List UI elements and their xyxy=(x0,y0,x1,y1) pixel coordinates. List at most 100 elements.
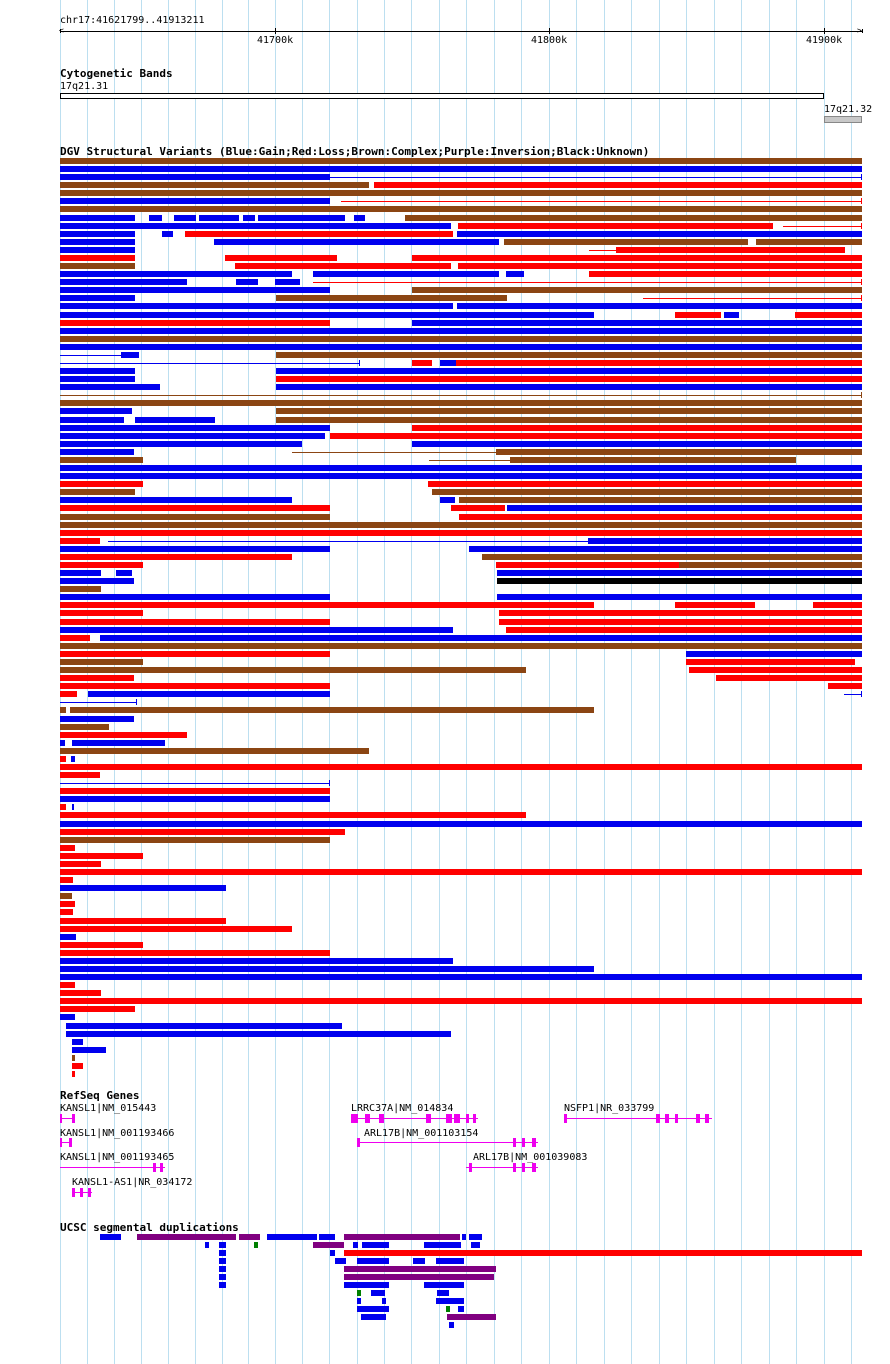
segdup-feature[interactable] xyxy=(458,1306,464,1312)
dgv-variant[interactable] xyxy=(456,360,862,366)
dgv-variant[interactable] xyxy=(243,215,255,221)
dgv-variant[interactable] xyxy=(795,312,862,318)
dgv-variant[interactable] xyxy=(499,619,862,625)
dgv-variant[interactable] xyxy=(72,1063,83,1069)
segdup-feature[interactable] xyxy=(344,1250,862,1256)
dgv-variant[interactable] xyxy=(679,562,862,568)
dgv-variant[interactable] xyxy=(60,328,862,334)
dgv-variant[interactable] xyxy=(60,812,526,818)
dgv-variant[interactable] xyxy=(60,497,292,503)
dgv-variant[interactable] xyxy=(60,950,330,956)
dgv-variant[interactable] xyxy=(235,263,451,269)
gene-label-lrrc37a-nm-014834[interactable]: LRRC37A|NM_014834 xyxy=(351,1103,454,1114)
dgv-variant[interactable] xyxy=(60,198,330,204)
segdup-feature[interactable] xyxy=(357,1306,389,1312)
dgv-variant[interactable] xyxy=(116,570,132,576)
dgv-variant[interactable] xyxy=(60,901,75,907)
segdup-feature[interactable] xyxy=(219,1258,226,1264)
dgv-variant[interactable] xyxy=(60,530,862,536)
dgv-variant[interactable] xyxy=(412,360,432,366)
gene-label-kansl1-nm-001193465[interactable]: KANSL1|NM_001193465 xyxy=(60,1152,175,1163)
gene-arl17b-nm-001103154-exon[interactable] xyxy=(513,1138,516,1147)
segdup-feature[interactable] xyxy=(254,1242,258,1248)
gene-lrrc37a-nm-014834-exon[interactable] xyxy=(473,1114,476,1123)
dgv-variant[interactable] xyxy=(72,1039,83,1045)
gene-lrrc37a-nm-014834-exon[interactable] xyxy=(379,1114,384,1123)
dgv-variant[interactable] xyxy=(60,837,330,843)
dgv-variant[interactable] xyxy=(60,845,75,851)
segdup-feature[interactable] xyxy=(219,1242,226,1248)
segdup-feature[interactable] xyxy=(344,1282,389,1288)
dgv-variant[interactable] xyxy=(412,320,862,326)
dgv-variant[interactable] xyxy=(60,174,330,180)
segdup-feature[interactable] xyxy=(100,1234,121,1240)
segdup-feature[interactable] xyxy=(357,1298,361,1304)
segdup-feature[interactable] xyxy=(344,1234,460,1240)
dgv-variant[interactable] xyxy=(60,505,330,511)
dgv-variant[interactable] xyxy=(60,166,862,172)
gene-kansl1-nm-001193466-exon[interactable] xyxy=(60,1138,62,1147)
segdup-feature[interactable] xyxy=(335,1258,346,1264)
segdup-feature[interactable] xyxy=(436,1258,464,1264)
dgv-variant[interactable] xyxy=(60,206,862,212)
segdup-feature[interactable] xyxy=(413,1258,425,1264)
dgv-variant[interactable] xyxy=(440,497,455,503)
segdup-feature[interactable] xyxy=(205,1242,209,1248)
dgv-variant[interactable] xyxy=(497,449,862,455)
dgv-variant[interactable] xyxy=(60,400,862,406)
dgv-variant[interactable] xyxy=(60,570,101,576)
dgv-variant[interactable] xyxy=(214,239,499,245)
dgv-variant[interactable] xyxy=(60,215,135,221)
dgv-variant[interactable] xyxy=(72,1071,75,1077)
dgv-variant[interactable] xyxy=(60,966,594,972)
dgv-variant[interactable] xyxy=(504,239,748,245)
dgv-variant[interactable] xyxy=(482,554,862,560)
gene-kansl1-nm-001193465-exon[interactable] xyxy=(160,1163,163,1172)
dgv-variant[interactable] xyxy=(60,861,101,867)
dgv-variant[interactable] xyxy=(60,853,143,859)
segdup-feature[interactable] xyxy=(437,1290,449,1296)
dgv-variant[interactable] xyxy=(66,1031,451,1037)
dgv-variant[interactable] xyxy=(88,691,330,697)
dgv-variant[interactable] xyxy=(60,716,134,722)
dgv-variant[interactable] xyxy=(60,942,143,948)
segdup-feature[interactable] xyxy=(446,1306,450,1312)
dgv-variant[interactable] xyxy=(675,312,721,318)
dgv-variant[interactable] xyxy=(60,909,73,915)
dgv-variant[interactable] xyxy=(60,885,226,891)
dgv-variant[interactable] xyxy=(60,408,132,414)
dgv-variant[interactable] xyxy=(60,829,345,835)
dgv-variant[interactable] xyxy=(60,1014,75,1020)
dgv-variant[interactable] xyxy=(675,602,755,608)
dgv-variant[interactable] xyxy=(412,287,862,293)
dgv-variant[interactable] xyxy=(72,740,165,746)
dgv-variant[interactable] xyxy=(60,619,330,625)
segdup-feature[interactable] xyxy=(362,1242,389,1248)
dgv-variant[interactable] xyxy=(458,263,862,269)
dgv-variant[interactable] xyxy=(499,610,862,616)
dgv-variant[interactable] xyxy=(686,659,855,665)
gene-arl17b-nm-001039083-exon[interactable] xyxy=(469,1163,472,1172)
dgv-variant[interactable] xyxy=(60,982,75,988)
dgv-variant[interactable] xyxy=(60,182,369,188)
segdup-feature[interactable] xyxy=(330,1250,335,1256)
dgv-variant[interactable] xyxy=(72,1055,75,1061)
dgv-variant[interactable] xyxy=(149,215,162,221)
dgv-variant[interactable] xyxy=(60,473,862,479)
dgv-variant[interactable] xyxy=(72,1047,106,1053)
dgv-variant[interactable] xyxy=(60,489,135,495)
dgv-variant[interactable] xyxy=(60,740,65,746)
dgv-variant[interactable] xyxy=(60,336,862,342)
gene-arl17b-nm-001103154-exon[interactable] xyxy=(532,1138,536,1147)
gene-lrrc37a-nm-014834-exon[interactable] xyxy=(426,1114,431,1123)
gene-nsfp1-nr-033799-exon[interactable] xyxy=(705,1114,709,1123)
dgv-variant[interactable] xyxy=(60,651,330,657)
dgv-variant[interactable] xyxy=(199,215,239,221)
dgv-variant[interactable] xyxy=(60,732,187,738)
dgv-variant[interactable] xyxy=(469,546,862,552)
dgv-variant[interactable] xyxy=(330,433,862,439)
dgv-variant[interactable] xyxy=(60,667,526,673)
segdup-feature[interactable] xyxy=(424,1242,461,1248)
dgv-variant[interactable] xyxy=(459,497,862,503)
segdup-feature[interactable] xyxy=(319,1234,335,1240)
